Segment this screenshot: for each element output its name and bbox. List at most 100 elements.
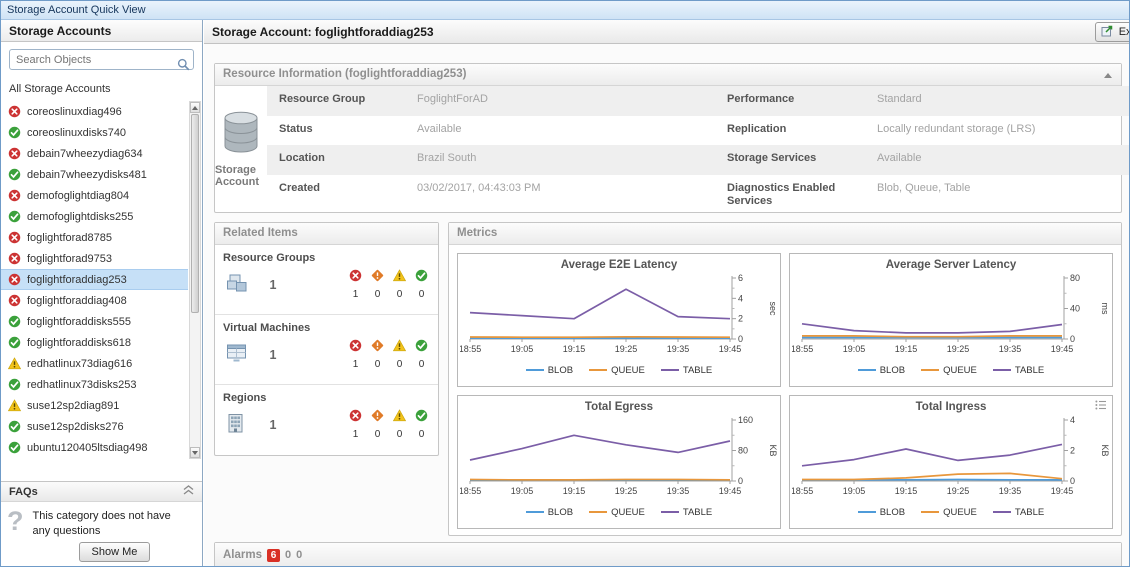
list-item-redhatlinux73diag616[interactable]: redhatlinux73diag616 <box>1 353 188 374</box>
svg-text:19:05: 19:05 <box>511 344 534 354</box>
related-row-resource-groups: Resource Groups 1 1 0 0 0 <box>215 245 438 315</box>
explore-button[interactable]: Explore <box>1094 22 1129 42</box>
status-error-icon <box>8 294 21 307</box>
list-item-demofoglightdisks255[interactable]: demofoglightdisks255 <box>1 206 188 227</box>
svg-text:2: 2 <box>738 314 743 324</box>
collapse-panel-icon[interactable] <box>1104 73 1112 78</box>
chart-plot[interactable]: 18:55 19:05 19:15 19:25 19:35 19:450 40 80 ms <box>792 273 1110 365</box>
list-item-foglightforaddisks618[interactable]: foglightforaddisks618 <box>1 332 188 353</box>
alarm-count-critical[interactable]: 0 <box>285 549 292 561</box>
legend-item: BLOB <box>857 507 905 518</box>
svg-text:19:35: 19:35 <box>667 344 690 354</box>
chart-title: Average Server Latency <box>885 259 1017 271</box>
status-error-icon <box>8 252 21 265</box>
list-item-redhatlinux73disks253[interactable]: redhatlinux73disks253 <box>1 374 188 395</box>
list-item-label: suse12sp2diag891 <box>27 399 120 412</box>
resource-info-table: Resource Group FoglightForAD Performance St… <box>267 86 1129 211</box>
list-item-label: redhatlinux73disks253 <box>27 378 137 391</box>
related-warning-count[interactable]: 0 <box>392 269 407 300</box>
related-warning-count[interactable]: 0 <box>392 339 407 370</box>
entity-label: Storage Account <box>215 164 259 188</box>
list-scrollbar[interactable] <box>189 101 201 459</box>
svg-text:19:25: 19:25 <box>947 486 970 496</box>
alarms-panel: Alarms 6 0 0 <box>214 542 1122 566</box>
related-error-count[interactable]: 1 <box>349 269 362 300</box>
list-item-foglightforad9753[interactable]: foglightforad9753 <box>1 248 188 269</box>
related-critical-count[interactable]: 0 <box>371 339 384 370</box>
scroll-down-icon[interactable] <box>190 447 200 458</box>
search-input[interactable] <box>9 49 194 70</box>
field-value: 03/02/2017, 04:43:03 PM <box>417 181 541 194</box>
show-me-button[interactable]: Show Me <box>78 541 151 562</box>
related-row-count[interactable]: 1 <box>269 417 277 432</box>
legend-item: QUEUE <box>589 507 645 518</box>
status-ok-icon <box>415 409 428 425</box>
list-item-foglightforad8785[interactable]: foglightforad8785 <box>1 227 188 248</box>
alarm-count-warning[interactable]: 0 <box>296 549 303 561</box>
field-value: Available <box>877 152 922 164</box>
alarm-count-fatal[interactable]: 6 <box>267 548 280 562</box>
field-value: Brazil South <box>417 152 477 164</box>
svg-text:19:15: 19:15 <box>895 344 918 354</box>
chart-total-ingress: Total Ingress 18:55 19:05 19:15 19:25 19:35 19… <box>789 395 1113 529</box>
search-icon[interactable] <box>177 58 190 74</box>
svg-text:160: 160 <box>738 415 753 425</box>
list-item-suse12sp2disks276[interactable]: suse12sp2disks276 <box>1 416 188 437</box>
related-ok-count[interactable]: 0 <box>415 339 428 370</box>
related-critical-count[interactable]: 0 <box>371 409 384 440</box>
status-ok-icon <box>8 210 21 223</box>
svg-text:19:45: 19:45 <box>1051 486 1074 496</box>
scroll-thumb[interactable] <box>191 114 199 314</box>
list-item-debain7wheezydiag634[interactable]: debain7wheezydiag634 <box>1 143 188 164</box>
chart-total-egress: Total Egress 18:55 19:05 19:15 19:25 19:35 19:… <box>457 395 781 529</box>
chart-plot[interactable]: 18:55 19:05 19:15 19:25 19:35 19:450 2 4 6 sec <box>460 273 778 365</box>
resource-group-icon <box>226 273 254 297</box>
field-value: Standard <box>877 93 922 105</box>
scroll-up-icon[interactable] <box>190 102 200 113</box>
list-item-suse12sp2diag891[interactable]: suse12sp2diag891 <box>1 395 188 416</box>
related-error-count[interactable]: 1 <box>349 339 362 370</box>
related-items-panel: Related Items Resource Groups 1 1 0 0 0 Virtua… <box>214 222 439 456</box>
list-item-label: coreoslinuxdisks740 <box>27 126 127 139</box>
list-item-foglightforaddiag408[interactable]: foglightforaddiag408 <box>1 290 188 311</box>
chart-legend: BLOB QUEUE TABLE <box>790 365 1112 376</box>
list-item-foglightforaddisks555[interactable]: foglightforaddisks555 <box>1 311 188 332</box>
svg-text:80: 80 <box>1070 273 1080 283</box>
svg-text:19:15: 19:15 <box>895 486 918 496</box>
svg-text:0: 0 <box>1070 476 1075 486</box>
related-items-title: Related Items <box>223 227 298 239</box>
status-ok-icon <box>415 269 428 285</box>
status-error-icon <box>349 269 362 285</box>
list-item-foglightforaddiag253[interactable]: foglightforaddiag253 <box>1 269 188 290</box>
list-item-demofoglightdiag804[interactable]: demofoglightdiag804 <box>1 185 188 206</box>
svg-text:19:05: 19:05 <box>843 486 866 496</box>
related-row-label: Regions <box>223 392 267 404</box>
collapse-icon[interactable] <box>183 485 194 498</box>
related-ok-count[interactable]: 0 <box>415 409 428 440</box>
resource-info-row: Created 03/02/2017, 04:43:03 PM Diagnostic… <box>267 175 1129 212</box>
related-warning-count[interactable]: 0 <box>392 409 407 440</box>
metrics-panel: Metrics Average E2E Latency 18:55 19:05 19:… <box>448 222 1122 536</box>
chart-options-icon[interactable] <box>1095 400 1107 413</box>
status-error-icon <box>8 231 21 244</box>
list-item-label: foglightforaddiag408 <box>27 294 127 307</box>
status-ok-icon <box>8 378 21 391</box>
chart-plot[interactable]: 18:55 19:05 19:15 19:25 19:35 19:450 80 160 KB <box>460 415 778 507</box>
related-ok-count[interactable]: 0 <box>415 269 428 300</box>
chart-plot[interactable]: 18:55 19:05 19:15 19:25 19:35 19:450 2 4 KB <box>792 415 1110 507</box>
alarms-title: Alarms <box>223 549 262 561</box>
faq-title: FAQs <box>9 485 38 498</box>
list-item-debain7wheezydisks481[interactable]: debain7wheezydisks481 <box>1 164 188 185</box>
resource-info-row: Status Available Replication Locally redund… <box>267 116 1129 146</box>
svg-text:KB: KB <box>1100 444 1110 456</box>
related-critical-count[interactable]: 0 <box>371 269 384 300</box>
related-row-count[interactable]: 1 <box>269 277 277 292</box>
window-title: Storage Account Quick View <box>1 1 1129 20</box>
list-item-ubuntu120405ltsdiag498[interactable]: ubuntu120405ltsdiag498 <box>1 437 188 458</box>
related-error-count[interactable]: 1 <box>349 409 362 440</box>
chart-legend: BLOB QUEUE TABLE <box>458 365 780 376</box>
svg-text:19:25: 19:25 <box>615 344 638 354</box>
related-row-count[interactable]: 1 <box>269 347 277 362</box>
list-item-coreoslinuxdisks740[interactable]: coreoslinuxdisks740 <box>1 122 188 143</box>
list-item-coreoslinuxdiag496[interactable]: coreoslinuxdiag496 <box>1 101 188 122</box>
